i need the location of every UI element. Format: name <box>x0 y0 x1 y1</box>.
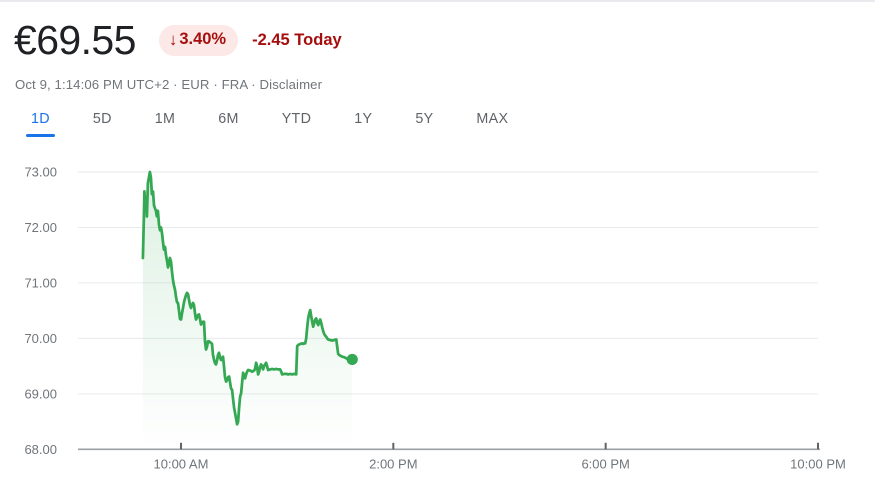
top-divider <box>0 0 875 2</box>
x-tick-label: 10:00 PM <box>790 456 846 471</box>
tab-1d[interactable]: 1D <box>26 111 55 137</box>
tab-6m[interactable]: 6M <box>218 111 239 127</box>
tab-5y[interactable]: 5Y <box>415 111 434 127</box>
tab-1y[interactable]: 1Y <box>354 111 373 127</box>
range-tabs: 1D 5D 1M 6M YTD 1Y 5Y MAX <box>26 109 509 137</box>
last-price-dot <box>346 353 358 366</box>
y-tick-label: 68.00 <box>24 442 57 457</box>
tab-ytd[interactable]: YTD <box>281 111 312 127</box>
tab-1m[interactable]: 1M <box>154 111 176 127</box>
price-chart-svg[interactable]: 73.00 72.00 71.00 70.00 69.00 68.00 10:00 AM 2:… <box>0 150 875 487</box>
x-tick-label: 6:00 PM <box>581 456 629 471</box>
down-arrow-icon: ↓ <box>168 29 178 49</box>
y-tick-label: 72.00 <box>24 220 57 235</box>
change-percent-badge: ↓ 3.40% <box>158 24 239 57</box>
y-tick-label: 71.00 <box>24 275 57 290</box>
x-tick-label: 10:00 AM <box>154 456 209 471</box>
quote-timestamp: Oct 9, 1:14:06 PM UTC+2 · EUR · FRA · <box>15 77 260 92</box>
change-absolute: -2.45 Today <box>252 31 342 50</box>
disclaimer-link[interactable]: Disclaimer <box>259 77 323 92</box>
price-line <box>141 170 354 426</box>
price-header: €69.55 ↓ 3.40% -2.45 Today <box>14 17 342 63</box>
current-price: €69.55 <box>14 17 136 63</box>
y-tick-label: 73.00 <box>24 165 57 180</box>
y-tick-label: 69.00 <box>24 386 57 401</box>
price-chart[interactable]: 73.00 72.00 71.00 70.00 69.00 68.00 10:00 AM 2:… <box>0 150 875 487</box>
price-area-fill <box>142 172 353 451</box>
quote-meta: Oct 9, 1:14:06 PM UTC+2 · EUR · FRA · Di… <box>15 77 322 92</box>
x-tick-label: 2:00 PM <box>369 456 417 471</box>
tab-5d[interactable]: 5D <box>92 111 112 127</box>
y-tick-label: 70.00 <box>24 331 57 346</box>
change-percent-value: 3.40% <box>179 30 227 49</box>
tab-max[interactable]: MAX <box>476 111 509 127</box>
